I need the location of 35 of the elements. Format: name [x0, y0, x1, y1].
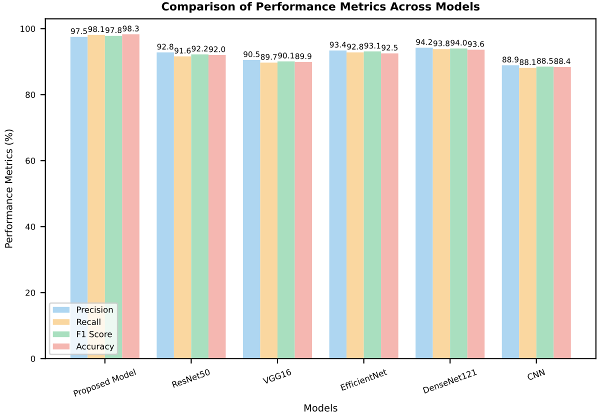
bar [554, 66, 571, 359]
y-tick-label: 80 [26, 92, 36, 98]
bar [416, 48, 433, 359]
bar [519, 68, 536, 359]
legend-label: Accuracy [76, 343, 114, 352]
bar [467, 50, 485, 359]
bar [242, 60, 260, 359]
bar [208, 55, 226, 359]
legend-label: Recall [77, 318, 100, 326]
bar [536, 66, 554, 359]
y-axis-title: Performance Metrics (%) [4, 130, 14, 248]
bar [502, 65, 520, 359]
bar [191, 54, 208, 359]
bar [364, 51, 382, 359]
bar [260, 62, 278, 359]
bar [156, 52, 174, 359]
bar [294, 62, 312, 359]
bar [432, 49, 450, 359]
bar [174, 56, 192, 359]
y-tick-label: 100 [20, 26, 36, 32]
legend-label: F1 Score [77, 330, 112, 338]
x-axis-title: Models [304, 404, 338, 412]
legend-label: Precision [77, 306, 113, 313]
bar [381, 53, 398, 359]
bar [346, 52, 364, 359]
bar [122, 34, 140, 359]
y-tick-label: 0 [30, 356, 36, 362]
chart-title: Comparison of Performance Metrics Across Models [162, 2, 480, 13]
y-tick-label: 40 [25, 224, 36, 230]
y-tick-label: 60 [26, 158, 36, 164]
bar [278, 61, 295, 359]
bar [329, 50, 347, 359]
bar [450, 48, 468, 359]
x-tick-label: CNN [526, 368, 546, 380]
y-tick-label: 20 [26, 290, 36, 296]
